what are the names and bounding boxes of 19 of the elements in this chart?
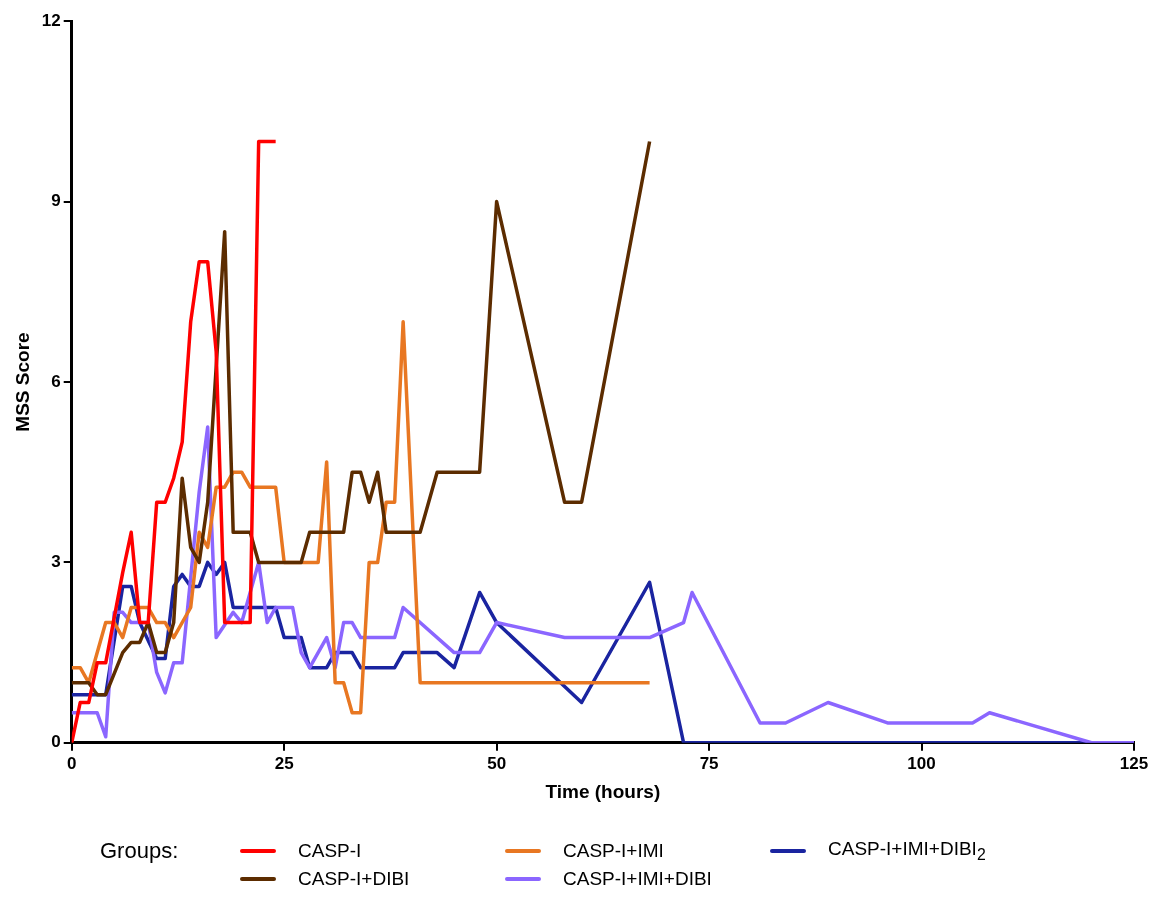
y-tick-label: 6 — [51, 371, 61, 391]
x-tick-label: 25 — [274, 753, 294, 773]
legend-label: CASP-I+IMI+DIBI$_{2}$ — [828, 838, 986, 864]
legend-label: CASP-I+IMI+DIBI — [563, 867, 712, 890]
legend-label: CASP-I+DIBI — [298, 867, 410, 890]
x-tick-label: 0 — [66, 753, 77, 773]
x-axis-title: Time (hours) — [545, 780, 661, 802]
x-tick-label: 50 — [487, 753, 507, 773]
legend-label: CASP-I+IMI — [563, 839, 664, 862]
x-tick-label: 75 — [699, 753, 719, 773]
y-tick-label: 3 — [51, 552, 61, 572]
legend-label: CASP-I — [298, 839, 362, 862]
y-tick-label: 9 — [51, 191, 61, 211]
legend-title: Groups: — [100, 838, 180, 865]
y-tick-label: 0 — [51, 732, 61, 752]
y-tick-label: 12 — [41, 10, 61, 30]
x-tick-label: 100 — [907, 753, 936, 773]
x-tick-label: 125 — [1119, 753, 1149, 773]
y-axis-title: MSS Score — [11, 332, 33, 432]
